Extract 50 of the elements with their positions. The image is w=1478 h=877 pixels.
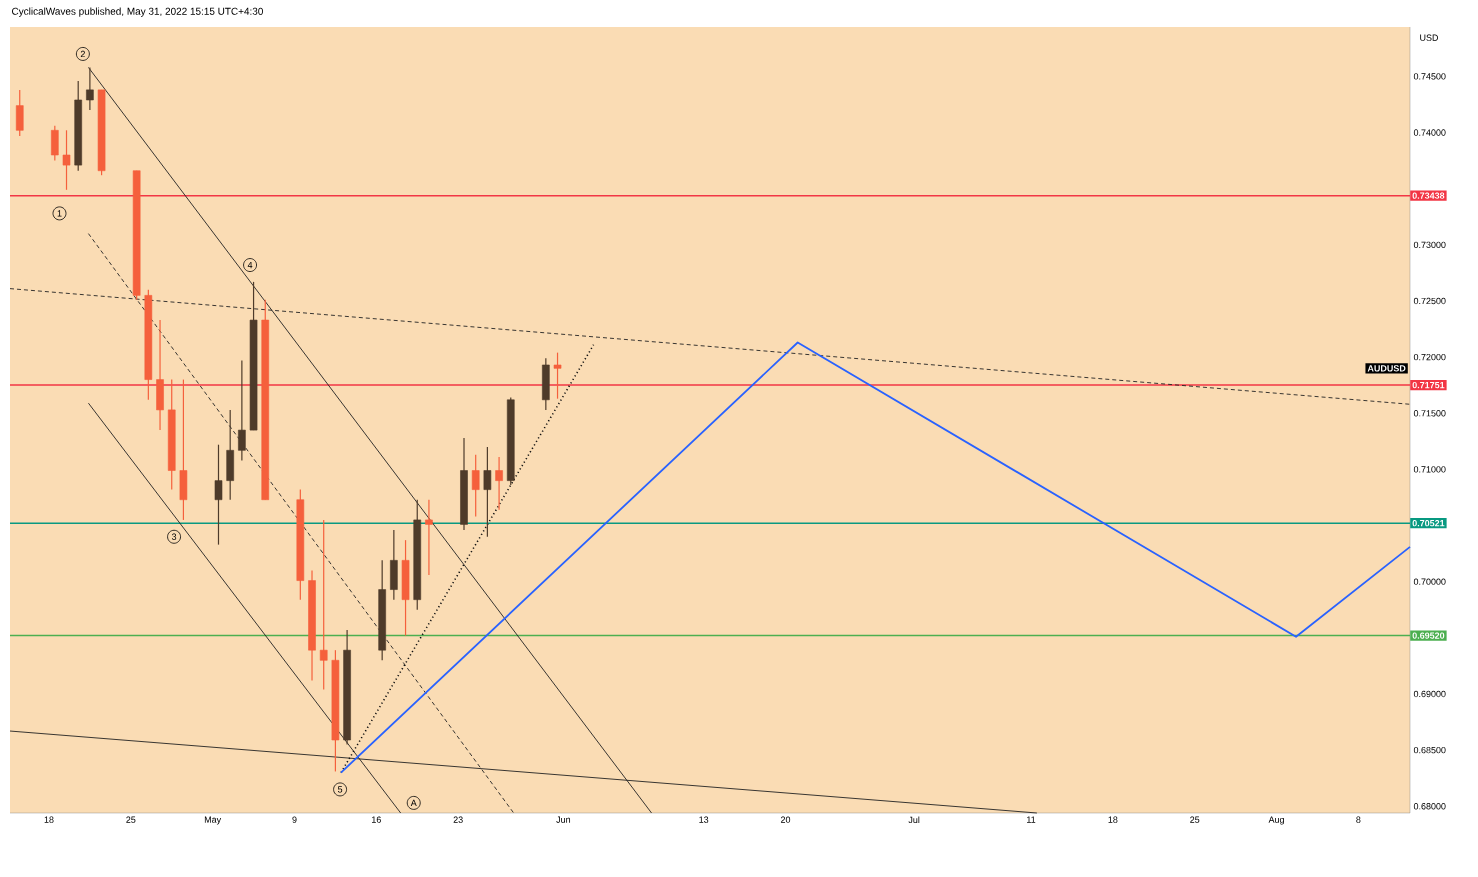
y-tick-label: 0.74500	[1413, 73, 1446, 80]
candlestick	[214, 444, 223, 546]
ref-line-label: 0.71751	[1412, 381, 1445, 389]
annotation: AUDUSD	[1367, 365, 1406, 372]
x-tick-label: 18	[1108, 816, 1118, 823]
candlestick	[471, 454, 480, 518]
annotation: 3	[171, 533, 177, 540]
y-tick-label: 0.74000	[1413, 129, 1446, 136]
y-tick-label: 0.71500	[1413, 410, 1446, 417]
candlestick	[495, 456, 503, 511]
line-series	[340, 341, 1411, 774]
x-tick-label: 11	[1027, 816, 1036, 823]
y-tick-label: 0.73000	[1413, 241, 1446, 249]
candlestick	[553, 352, 562, 400]
candlestick	[319, 519, 328, 691]
annotation: 5	[337, 786, 343, 793]
y-tick-label: 0.68000	[1413, 803, 1446, 810]
x-tick-label: Jul	[908, 816, 920, 824]
y-axis-title: USD	[1420, 34, 1439, 41]
ref-line-label: 0.73438	[1412, 192, 1445, 199]
x-tick-label: 9	[292, 816, 297, 823]
x-tick-label: 25	[126, 816, 136, 823]
ref-line-label: 0.70521	[1412, 520, 1445, 527]
y-tick-label: 0.72000	[1413, 353, 1446, 361]
y-tick-label: 0.71000	[1413, 466, 1446, 473]
y-tick-label: 0.69000	[1413, 690, 1446, 698]
chart-title: CyclicalWaves published, May 31, 2022 15:15 UTC+4:30	[12, 7, 263, 17]
ref-line-label: 0.69520	[1412, 632, 1445, 639]
x-tick-label: 20	[780, 816, 791, 823]
x-tick-label: Jun	[556, 816, 571, 823]
y-tick-label: 0.68500	[1413, 746, 1446, 754]
candlestick	[238, 359, 246, 462]
candlestick	[62, 129, 71, 191]
x-tick-label: 16	[372, 816, 381, 823]
annotation: 1	[57, 210, 62, 217]
y-tick-label: 0.72500	[1413, 297, 1446, 305]
x-tick-label: 13	[699, 816, 709, 823]
candlestick	[483, 446, 492, 538]
x-tick-label: May	[204, 816, 222, 825]
x-tick-label: 25	[1190, 816, 1200, 823]
annotation: 2	[80, 50, 85, 58]
annotation: 4	[247, 261, 253, 269]
x-tick-label: 8	[1356, 816, 1361, 823]
x-tick-label: Aug	[1268, 816, 1284, 825]
candlestick	[425, 499, 433, 576]
x-tick-label: 18	[44, 816, 54, 823]
y-tick-label: 0.70000	[1413, 578, 1446, 585]
annotation: A	[410, 799, 417, 806]
candlestick	[86, 66, 94, 111]
x-tick-label: 23	[453, 816, 463, 823]
